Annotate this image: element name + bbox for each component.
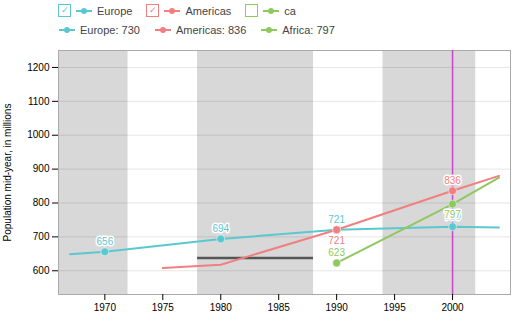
svg-text:656: 656 — [97, 236, 114, 247]
html-text:Americas: 836: Americas: 836 — [175, 23, 247, 36]
svg-text:694: 694 — [212, 223, 229, 234]
svg-text:1980: 1980 — [210, 302, 233, 313]
svg-text:797: 797 — [444, 209, 461, 220]
svg-text:900: 900 — [33, 163, 50, 174]
svg-text:1000: 1000 — [27, 129, 50, 140]
svg-text:1970: 1970 — [94, 302, 117, 313]
svg-text:623: 623 — [328, 247, 345, 258]
svg-text:721: 721 — [328, 235, 345, 246]
svg-text:836: 836 — [444, 175, 461, 186]
svg-text:1100: 1100 — [28, 96, 50, 107]
html-text:ca: ca — [284, 4, 296, 17]
html-text:Europe: 730: Europe: 730 — [80, 23, 140, 36]
svg-text:1985: 1985 — [268, 302, 291, 313]
svg-text:Population mid-year, in millio: Population mid-year, in millions — [2, 104, 13, 242]
html-text:Europe: Europe — [97, 4, 133, 17]
svg-text:721: 721 — [328, 214, 345, 225]
svg-text:800: 800 — [33, 197, 50, 208]
svg-text:600: 600 — [33, 265, 50, 276]
svg-text:1995: 1995 — [383, 302, 406, 313]
svg-text:1200: 1200 — [27, 62, 50, 73]
svg-text:1990: 1990 — [326, 302, 349, 313]
svg-text:2000: 2000 — [441, 302, 464, 313]
html-text:Africa: 797: Africa: 797 — [282, 23, 335, 36]
svg-text:1975: 1975 — [152, 302, 175, 313]
svg-text:700: 700 — [33, 231, 50, 242]
html-text:Americas: Americas — [185, 4, 232, 17]
